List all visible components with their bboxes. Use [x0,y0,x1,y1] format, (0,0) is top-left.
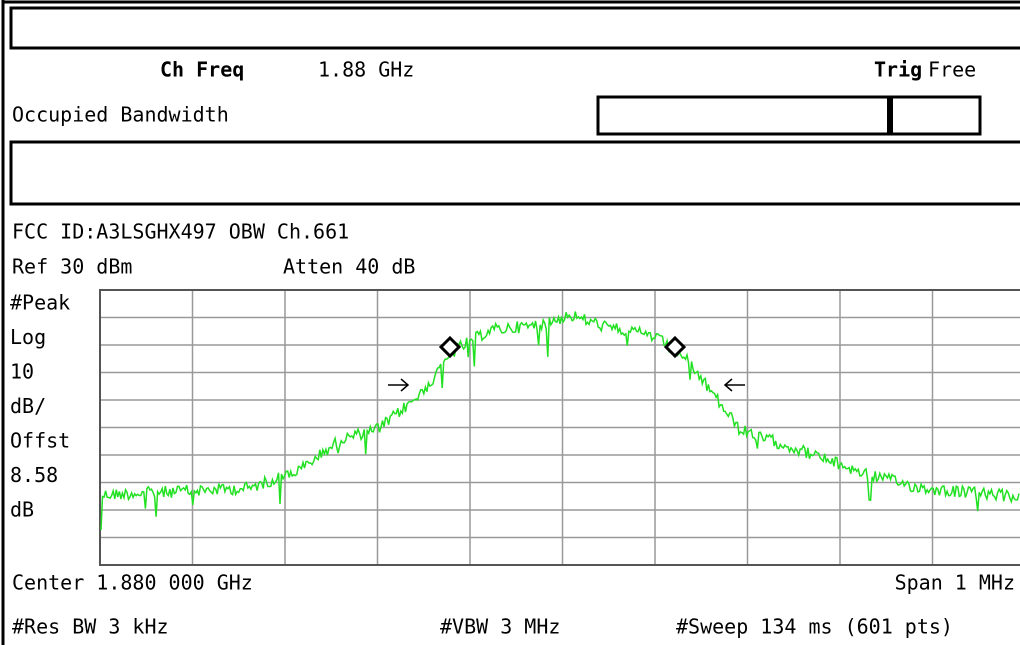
graticule-frame [99,289,1020,566]
screen-title: FCC ID:A3LSGHX497 OBW Ch.661 [12,220,349,244]
ch-freq-value: 1.88 GHz [318,58,414,82]
bandwidth-arrow [723,378,745,392]
scale-label: dB/ [10,394,46,418]
sweep: #Sweep 134 ms (601 pts) [676,615,953,639]
trig-label: Trig [874,58,922,82]
marker [663,335,687,359]
status-box [9,6,1020,50]
span: Span 1 MHz [895,571,1015,595]
res-bw: #Res BW 3 kHz [12,615,169,639]
marker [438,335,462,359]
scale-label: Offst [10,429,70,453]
scale-label: #Peak [10,291,70,315]
ref-level: Ref 30 dBm [12,255,132,279]
bandwidth-arrow [388,378,410,392]
graticule [99,289,1020,566]
scale-label: 10 [10,360,34,384]
scale-label: dB [10,498,34,522]
progress-box [596,95,982,136]
scale-labels: #Peak Log 10 dB/Offst 8.58 dB [10,291,70,522]
measurement-name: Occupied Bandwidth [12,103,229,127]
message-box [9,140,1020,206]
scale-label: 8.58 [10,463,58,487]
attenuation: Atten 40 dB [283,255,415,279]
ch-freq-label: Ch Freq [160,58,244,82]
trig-value: Free [928,58,976,82]
center-frequency: Center 1.880 000 GHz [12,571,253,595]
scale-label: Log [10,325,46,349]
vbw: #VBW 3 MHz [440,615,560,639]
trace [100,311,1020,531]
